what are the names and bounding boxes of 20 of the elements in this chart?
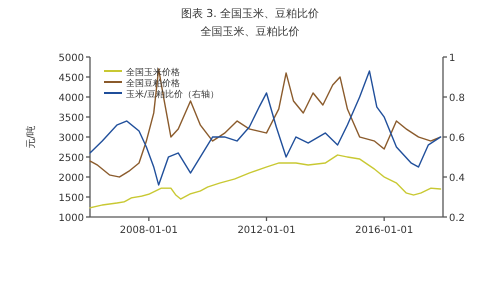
- y-tick-label: 2000: [58, 173, 84, 184]
- y-tick-label: 2500: [58, 153, 84, 164]
- y2-tick-label: 0.8: [449, 93, 465, 104]
- x-tick-label: 2012-01-01: [237, 225, 296, 236]
- y-axis-title: 元/吨: [25, 125, 37, 149]
- y-tick-label: 1500: [58, 193, 84, 204]
- y-tick-label: 3500: [58, 113, 84, 124]
- y2-tick-label: 0.4: [449, 173, 465, 184]
- x-tick-label: 2008-01-01: [120, 225, 178, 236]
- y-tick-label: 4500: [58, 73, 84, 84]
- y2-tick-label: 0.6: [449, 133, 465, 144]
- y-tick-label: 1000: [58, 213, 84, 224]
- x-tick-label: 2016-01-01: [355, 225, 414, 236]
- y2-tick-label: 1: [449, 53, 456, 64]
- chart-subtitle: 全国玉米、豆粕比价: [200, 25, 300, 38]
- y-tick-label: 5000: [58, 53, 84, 64]
- y-tick-label: 4000: [58, 93, 84, 104]
- chart-title: 图表 3. 全国玉米、豆粕比价: [180, 7, 320, 20]
- y-tick-label: 3000: [58, 133, 84, 144]
- y2-tick-label: 0.2: [449, 213, 465, 224]
